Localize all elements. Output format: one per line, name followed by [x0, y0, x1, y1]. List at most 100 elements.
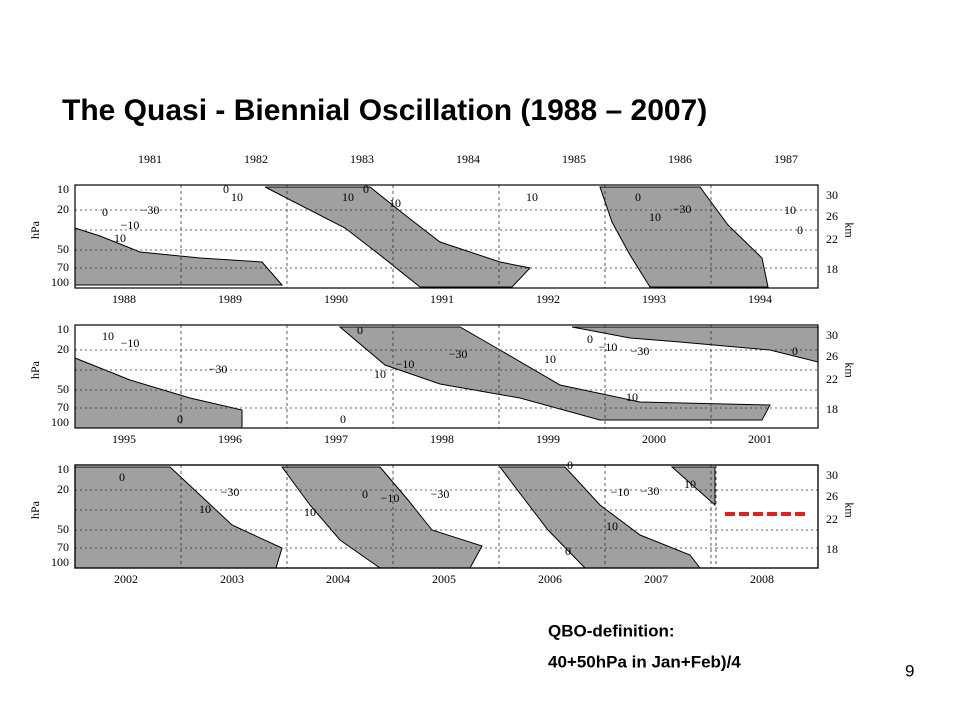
year-label: 1987: [774, 152, 798, 166]
contour-label: 0: [565, 544, 571, 558]
contour-label: −10: [121, 336, 140, 350]
pressure-tick-label: 70: [57, 540, 69, 554]
contour-label: −30: [209, 362, 228, 376]
contour-label: 10: [526, 190, 538, 204]
pressure-tick-label: 50: [57, 242, 69, 256]
contour-label: 0: [102, 205, 108, 219]
easterly-region: [338, 326, 771, 421]
easterly-region: [599, 186, 769, 288]
page-number: 9: [905, 661, 914, 680]
contour-label: −10: [381, 491, 400, 505]
year-label: 2008: [750, 572, 774, 586]
contour-label: 10: [784, 203, 796, 217]
easterly-region: [498, 466, 702, 569]
height-tick-label: 22: [826, 232, 838, 246]
year-label: 2000: [642, 432, 666, 446]
height-tick-label: 26: [826, 349, 838, 363]
year-label: 1989: [218, 292, 242, 306]
contour-label: 0: [357, 323, 363, 337]
contour-label: 10: [544, 352, 556, 366]
year-label: 1991: [430, 292, 454, 306]
year-label: 2005: [432, 572, 456, 586]
year-label: 1995: [112, 432, 136, 446]
contour-label: −10: [121, 218, 140, 232]
contour-label: −10: [611, 485, 630, 499]
contour-label: 10: [231, 190, 243, 204]
contour-label: 0: [340, 412, 346, 426]
year-label: 1993: [642, 292, 666, 306]
pressure-tick-label: 50: [57, 382, 69, 396]
contour-label: 0: [797, 223, 803, 237]
easterly-region: [74, 227, 284, 286]
contour-label: 0: [119, 470, 125, 484]
height-tick-label: 18: [826, 262, 838, 276]
year-label: 1988: [112, 292, 136, 306]
height-tick-label: 26: [826, 489, 838, 503]
pressure-tick-label: 100: [51, 275, 69, 289]
easterly-region: [670, 466, 716, 507]
year-label: 1999: [536, 432, 560, 446]
contour-label: 10: [684, 477, 696, 491]
easterly-region: [281, 466, 483, 569]
contour-label: −30: [141, 203, 160, 217]
height-unit: km: [842, 362, 856, 378]
pressure-tick-label: 20: [57, 342, 69, 356]
no-data-region: [716, 466, 817, 567]
contour-label: 10: [606, 519, 618, 533]
year-label: 1986: [668, 152, 692, 166]
year-label: 1984: [456, 152, 480, 166]
pressure-tick-label: 100: [51, 415, 69, 429]
contour-label: 10: [374, 367, 386, 381]
contour-label: 0: [792, 344, 798, 358]
contour-label: 0: [587, 332, 593, 346]
contour-label: −30: [673, 202, 692, 216]
year-label: 1983: [350, 152, 374, 166]
year-label: 1997: [324, 432, 348, 446]
contour-label: 10: [342, 190, 354, 204]
pressure-tick-label: 10: [57, 462, 69, 476]
contour-label: 10: [114, 231, 126, 245]
year-label: 2006: [538, 572, 562, 586]
note-line: QBO-definition:: [548, 621, 675, 640]
slide-title: The Quasi - Biennial Oscillation (1988 –…: [62, 94, 707, 127]
pressure-tick-label: 70: [57, 260, 69, 274]
year-label: 1990: [324, 292, 348, 306]
panel-frame: [74, 464, 819, 569]
contour-label: −30: [449, 347, 468, 361]
contour-label: −10: [599, 340, 618, 354]
contour-label: 0: [362, 487, 368, 501]
contour-label: −30: [221, 485, 240, 499]
height-unit: km: [842, 502, 856, 518]
contour-label: 10: [102, 329, 114, 343]
year-label: 1998: [430, 432, 454, 446]
contour-label: −30: [631, 344, 650, 358]
pressure-tick-label: 50: [57, 522, 69, 536]
year-label: 2001: [748, 432, 772, 446]
contour-label: 0: [363, 182, 369, 196]
pressure-unit: hPa: [28, 220, 42, 239]
year-label: 1981: [138, 152, 162, 166]
year-label: 1985: [562, 152, 586, 166]
contour-label: −30: [431, 487, 450, 501]
pressure-tick-label: 10: [57, 182, 69, 196]
year-label: 1994: [748, 292, 772, 306]
height-tick-label: 22: [826, 372, 838, 386]
panel-frame: [74, 324, 819, 429]
year-label: 2002: [114, 572, 138, 586]
pressure-tick-label: 10: [57, 322, 69, 336]
height-tick-label: 22: [826, 512, 838, 526]
pressure-tick-label: 100: [51, 555, 69, 569]
contour-label: 0: [223, 182, 229, 196]
year-label: 1982: [244, 152, 268, 166]
height-tick-label: 18: [826, 402, 838, 416]
year-label: 2004: [326, 572, 350, 586]
pressure-unit: hPa: [28, 500, 42, 519]
pressure-tick-label: 20: [57, 202, 69, 216]
height-tick-label: 26: [826, 209, 838, 223]
height-tick-label: 30: [826, 328, 838, 342]
